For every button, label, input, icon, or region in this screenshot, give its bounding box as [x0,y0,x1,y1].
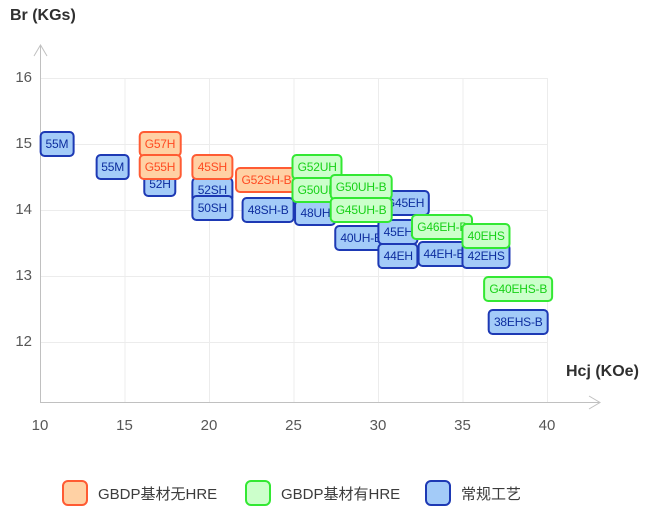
data-point-G45UH-B[interactable]: G45UH-B [329,197,393,223]
x-tick-label: 35 [454,417,471,434]
x-axis-title: Hcj (KOe) [566,363,639,380]
legend-label: GBDP基材有HRE [281,485,401,503]
legend: GBDP基材无HRE GBDP基材有HRE 常规工艺 [0,477,645,509]
data-point-44EH-B[interactable]: 44EH-B [417,241,471,268]
legend-swatch-orange [62,480,88,506]
x-tick-label: 20 [200,417,218,434]
data-point-45SH[interactable]: 45SH [191,154,233,181]
data-point-55M[interactable]: 55M [95,154,131,181]
y-tick-label: 13 [15,267,32,284]
data-point-55M[interactable]: 55M [39,131,75,157]
y-tick-label: 12 [15,333,32,350]
x-tick-label: 10 [31,417,49,434]
y-tick-label: 14 [15,201,32,218]
legend-label: GBDP基材无HRE [98,485,218,503]
x-tick-label: 15 [116,417,133,434]
x-tick-label: 25 [285,417,302,434]
legend-item-conventional[interactable]: 常规工艺 [425,480,521,506]
legend-swatch-blue [425,480,451,506]
data-point-44EH[interactable]: 44EH [377,243,419,270]
data-point-G55H[interactable]: G55H [138,154,182,181]
data-point-G40EHS-B[interactable]: G40EHS-B [483,276,554,303]
data-point-G50UH-B[interactable]: G50UH-B [329,173,393,200]
x-tick-label: 30 [369,417,387,434]
data-point-50SH[interactable]: 50SH [191,195,233,222]
x-tick-label: 40 [538,417,556,434]
legend-item-gbdp-no-hre[interactable]: GBDP基材无HRE [62,480,217,506]
legend-swatch-green [245,480,271,506]
legend-label: 常规工艺 [461,485,522,503]
data-point-G57H[interactable]: G57H [138,131,182,157]
data-point-40EHS[interactable]: 40EHS [461,223,511,250]
y-tick-label: 15 [15,135,32,152]
legend-item-gbdp-with-hre[interactable]: GBDP基材有HRE [245,480,400,506]
y-axis-title: Br (KGs) [10,7,76,24]
data-point-38EHS-B[interactable]: 38EHS-B [487,309,549,336]
y-axis-arrow-icon [33,44,48,57]
data-point-G52SH-B[interactable]: G52SH-B [235,167,298,194]
x-axis-arrow-icon [588,395,601,410]
y-tick-label: 16 [15,69,32,86]
data-point-48SH-B[interactable]: 48SH-B [241,197,295,223]
